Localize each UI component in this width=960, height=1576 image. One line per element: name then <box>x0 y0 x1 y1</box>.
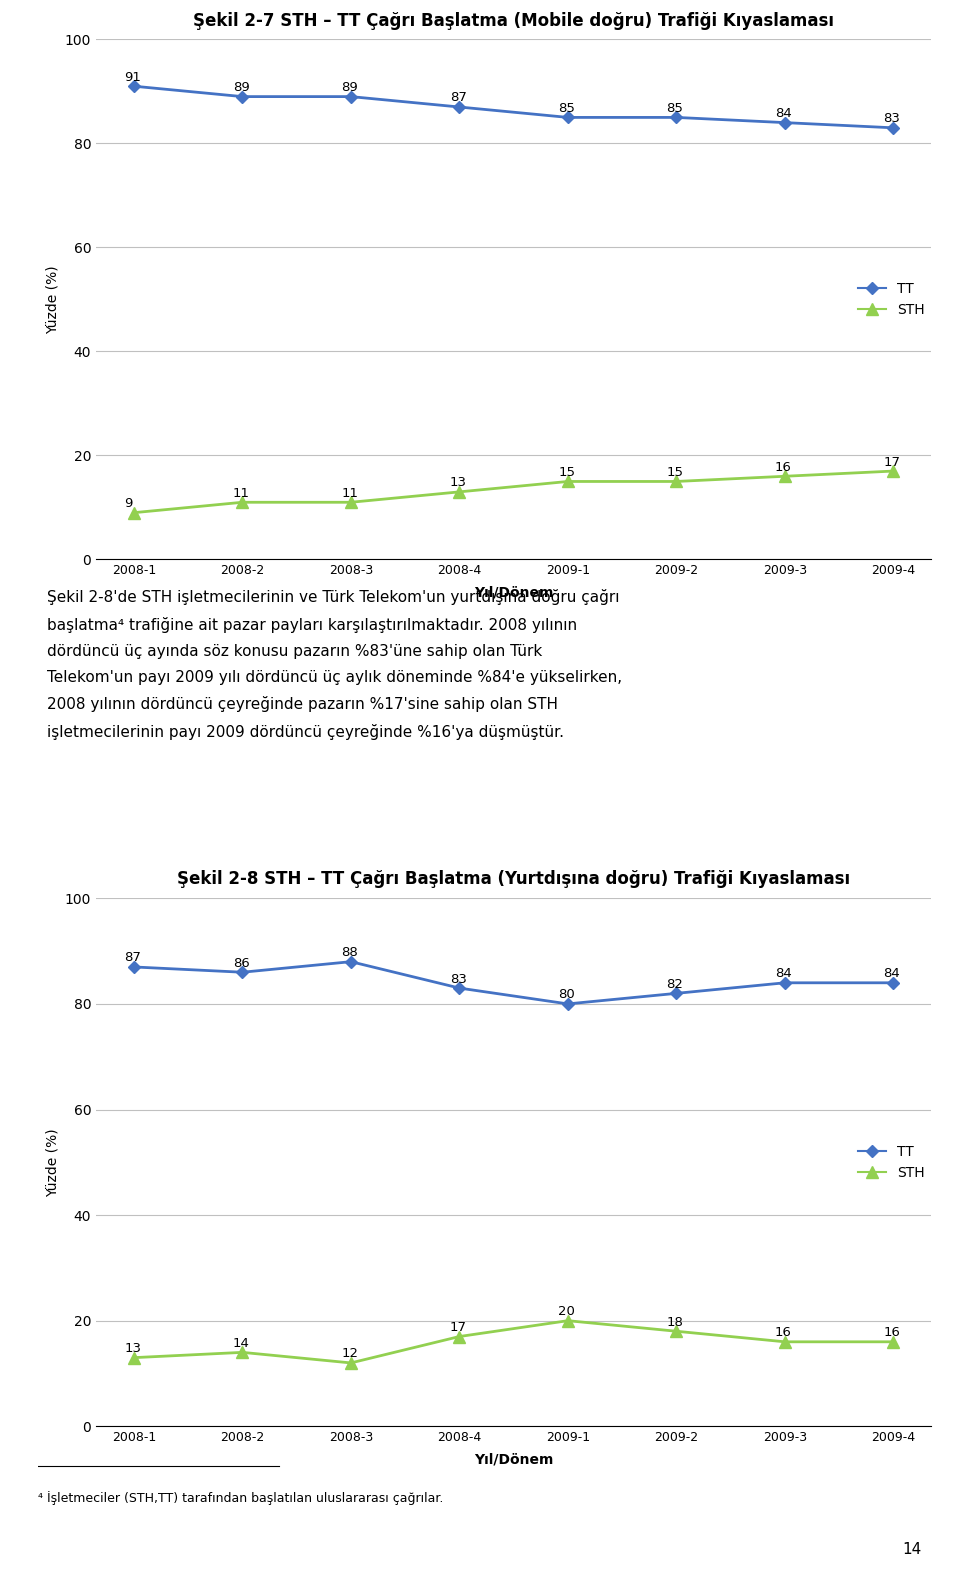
Title: Şekil 2-7 STH – TT Çağrı Başlatma (Mobile doğru) Trafiği Kıyaslaması: Şekil 2-7 STH – TT Çağrı Başlatma (Mobil… <box>193 11 834 30</box>
Text: 13: 13 <box>124 1343 141 1355</box>
Text: 14: 14 <box>232 1336 250 1349</box>
Text: 11: 11 <box>341 487 358 500</box>
Text: 87: 87 <box>449 91 467 104</box>
Text: 88: 88 <box>341 946 358 960</box>
Text: 80: 80 <box>558 988 575 1001</box>
Text: 16: 16 <box>775 1327 792 1340</box>
Legend: TT, STH: TT, STH <box>857 1144 924 1180</box>
Text: 15: 15 <box>666 466 684 479</box>
Text: 12: 12 <box>341 1347 358 1360</box>
Text: 84: 84 <box>775 968 792 980</box>
Text: 16: 16 <box>883 1327 900 1340</box>
Text: 84: 84 <box>883 968 900 980</box>
Text: 84: 84 <box>775 107 792 120</box>
Text: 82: 82 <box>666 977 684 991</box>
Y-axis label: Yüzde (%): Yüzde (%) <box>45 265 60 334</box>
Text: 85: 85 <box>666 102 684 115</box>
Text: 16: 16 <box>775 460 792 474</box>
X-axis label: Yıl/Dönem: Yıl/Dönem <box>474 1453 553 1467</box>
Text: 89: 89 <box>232 80 250 95</box>
Text: 18: 18 <box>666 1316 684 1329</box>
Text: 9: 9 <box>124 496 132 511</box>
Text: 17: 17 <box>883 455 900 468</box>
Text: Şekil 2-8'de STH işletmecilerinin ve Türk Telekom'un yurtdışına doğru çağrı
başl: Şekil 2-8'de STH işletmecilerinin ve Tür… <box>47 589 622 741</box>
X-axis label: Yıl/Dönem: Yıl/Dönem <box>474 586 553 600</box>
Y-axis label: Yüzde (%): Yüzde (%) <box>45 1128 60 1196</box>
Text: ⁴ İşletmeciler (STH,TT) tarafından başlatılan uluslararası çağrılar.: ⁴ İşletmeciler (STH,TT) tarafından başla… <box>38 1491 444 1505</box>
Text: 85: 85 <box>558 102 575 115</box>
Text: 15: 15 <box>558 466 575 479</box>
Text: 17: 17 <box>449 1321 467 1333</box>
Text: 83: 83 <box>883 112 900 125</box>
Text: 87: 87 <box>124 952 141 965</box>
Text: 13: 13 <box>449 476 467 489</box>
Text: 86: 86 <box>232 957 250 969</box>
Text: 11: 11 <box>232 487 250 500</box>
Text: 20: 20 <box>558 1305 575 1318</box>
Text: 83: 83 <box>449 972 467 985</box>
Text: 91: 91 <box>124 71 141 84</box>
Text: 14: 14 <box>902 1541 922 1557</box>
Title: Şekil 2-8 STH – TT Çağrı Başlatma (Yurtdışına doğru) Trafiği Kıyaslaması: Şekil 2-8 STH – TT Çağrı Başlatma (Yurtd… <box>177 870 851 889</box>
Text: 89: 89 <box>341 80 358 95</box>
Legend: TT, STH: TT, STH <box>857 282 924 317</box>
